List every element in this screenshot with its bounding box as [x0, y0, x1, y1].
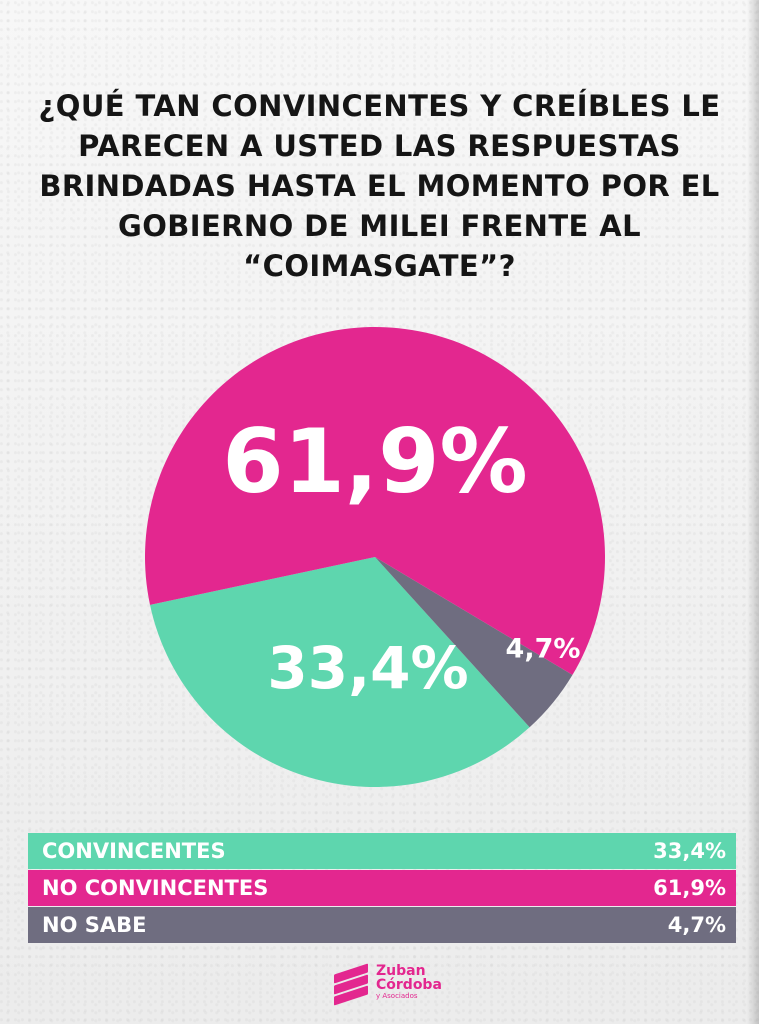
legend-value: 4,7%	[667, 913, 726, 937]
pie-slice-convincentes	[150, 557, 530, 787]
logo-line-2: Córdoba	[376, 976, 442, 993]
legend-value: 33,4%	[653, 839, 726, 863]
logo-text: Zuban Córdoba y Asociados	[376, 964, 442, 1001]
page-edge-shadow	[747, 0, 759, 1024]
pie-slice-no-sabe	[375, 557, 573, 728]
legend-label: CONVINCENTES	[42, 839, 226, 863]
pie-data-label: 33,4%	[267, 634, 468, 702]
legend-value: 61,9%	[653, 876, 726, 900]
logo-mark-icon	[334, 963, 370, 1006]
pie-data-label: 4,7%	[506, 634, 581, 665]
legend-row-no-convincentes: NO CONVINCENTES 61,9%	[28, 870, 736, 906]
pie-chart: 33,4% 4,7% 61,9%	[144, 327, 605, 787]
logo-line-3: y Asociados	[376, 991, 418, 1000]
legend-label: NO SABE	[42, 913, 147, 937]
pie-slice-no-convincentes	[144, 327, 605, 675]
legend-label: NO CONVINCENTES	[42, 876, 269, 900]
brand-logo: Zuban Córdoba y Asociados	[334, 963, 442, 1006]
pie-data-label: 61,9%	[222, 410, 527, 513]
logo-line-1: Zuban	[376, 962, 426, 979]
legend-row-no-sabe: NO SABE 4,7%	[28, 907, 736, 943]
chart-title: ¿QUÉ TAN CONVINCENTES Y CREÍBLES LE PARE…	[38, 89, 721, 283]
legend-table: CONVINCENTES 33,4% NO CONVINCENTES 61,9%…	[28, 833, 736, 944]
legend-row-convincentes: CONVINCENTES 33,4%	[28, 833, 736, 869]
